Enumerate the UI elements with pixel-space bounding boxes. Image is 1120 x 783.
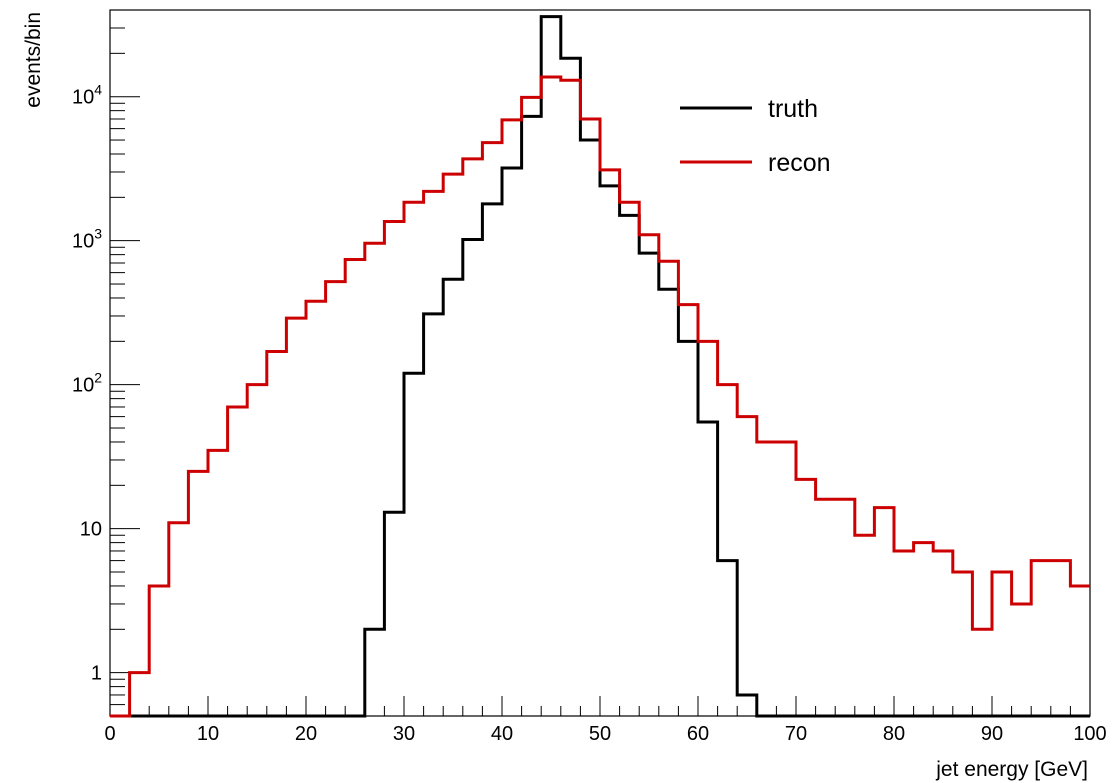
- x-axis-ticks: 0 10 20 30 40 50 60 70 80 90 100: [104, 696, 1107, 745]
- x-tick-label: 100: [1073, 723, 1106, 745]
- plot-frame: [109, 9, 1091, 717]
- legend-label-truth: truth: [768, 95, 818, 123]
- y-axis-ticks: 1 10 102 103 104: [72, 9, 140, 717]
- y-tick-label: 103: [72, 226, 102, 253]
- y-axis-title: events/bin: [22, 12, 45, 108]
- series-recon-line: [110, 75, 1090, 718]
- x-tick-label: 80: [883, 723, 905, 745]
- y-tick-label: 10: [80, 519, 102, 541]
- y-tick-label: 1: [91, 663, 102, 685]
- x-axis-title: jet energy [GeV]: [935, 758, 1088, 781]
- series-layer: [110, 15, 1090, 718]
- x-tick-label: 20: [295, 723, 317, 745]
- x-tick-label: 70: [785, 723, 807, 745]
- legend: truth recon: [680, 95, 831, 177]
- legend-label-recon: recon: [768, 149, 831, 177]
- x-tick-label: 40: [491, 723, 513, 745]
- y-tick-label: 104: [72, 82, 102, 109]
- y-tick-label: 102: [72, 370, 102, 397]
- x-tick-label: 10: [197, 723, 219, 745]
- x-tick-label: 50: [589, 723, 611, 745]
- x-tick-label: 0: [104, 723, 115, 745]
- x-tick-label: 60: [687, 723, 709, 745]
- x-tick-label: 30: [393, 723, 415, 745]
- x-tick-label: 90: [981, 723, 1003, 745]
